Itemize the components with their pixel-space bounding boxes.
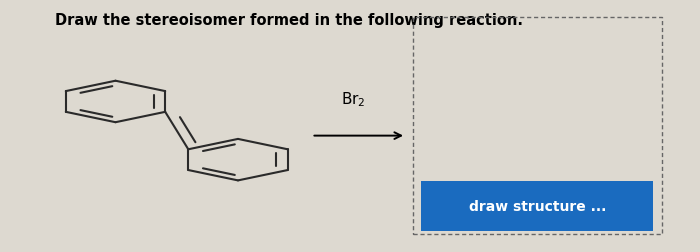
- Text: draw structure ...: draw structure ...: [468, 199, 606, 213]
- Bar: [413, 18, 662, 234]
- Text: Draw the stereoisomer formed in the following reaction.: Draw the stereoisomer formed in the foll…: [55, 13, 523, 27]
- Bar: [421, 181, 653, 231]
- Text: Br$_2$: Br$_2$: [341, 90, 366, 108]
